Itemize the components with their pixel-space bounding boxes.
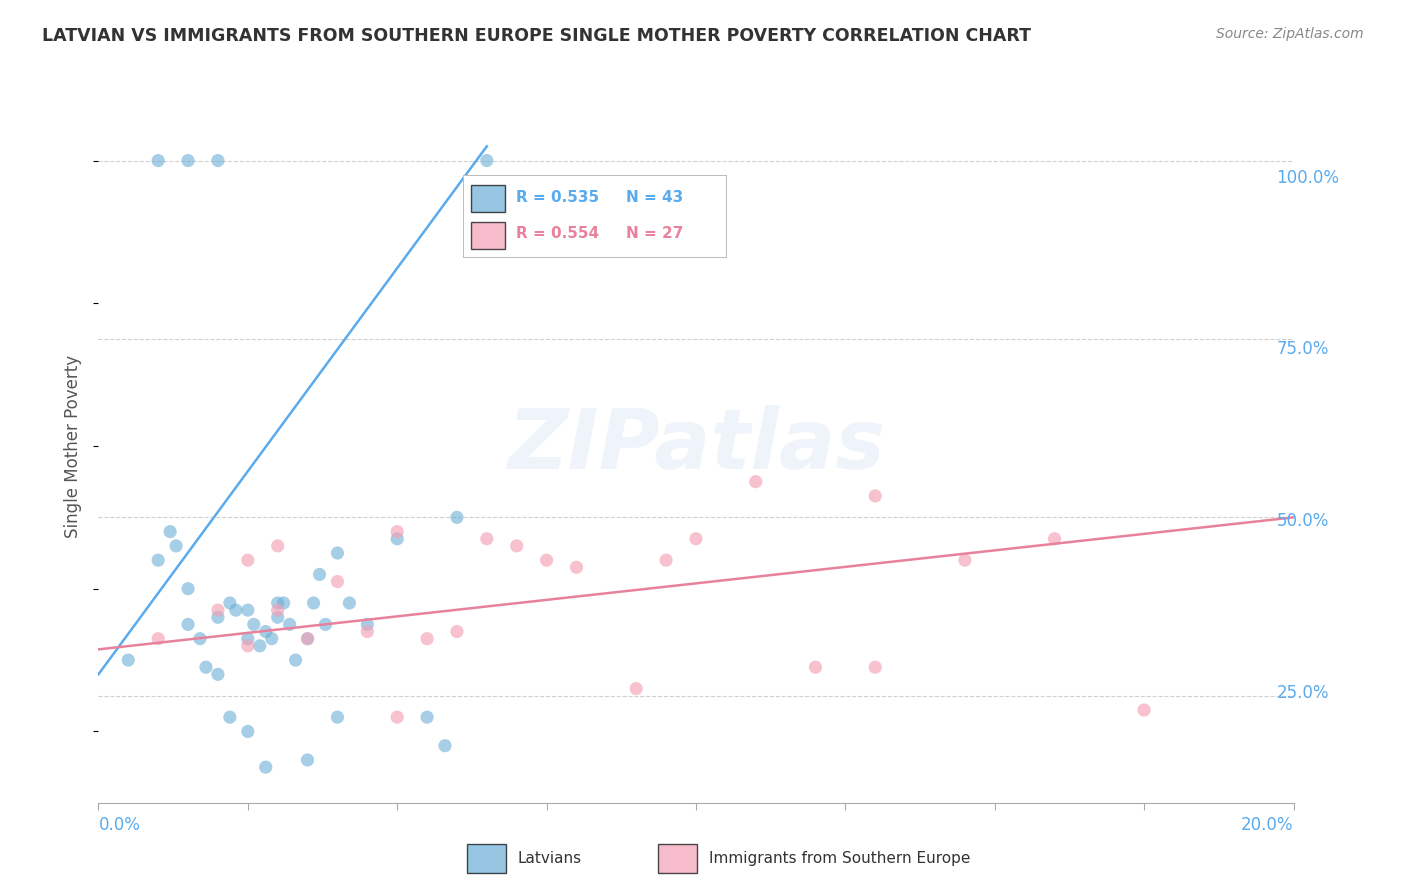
Point [274,601,297,615]
Point [710,533,733,547]
Point [219,553,242,567]
Text: Immigrants from Southern Europe: Immigrants from Southern Europe [709,851,970,866]
Point [322,629,344,643]
Point [301,718,323,732]
Point [873,491,896,506]
Point [1118,698,1140,712]
Y-axis label: Single Mother Poverty: Single Mother Poverty [65,359,83,542]
Text: 0.0%: 0.0% [98,816,141,834]
Point [361,594,384,608]
Point [955,553,977,567]
Point [682,553,704,567]
Point [394,594,416,608]
Point [284,705,307,719]
Point [519,533,541,547]
Point [301,636,323,650]
Point [519,169,541,183]
Point [437,533,460,547]
Point [1036,533,1059,547]
Point [312,636,335,650]
Point [191,649,214,664]
Point [290,601,312,615]
Point [263,657,285,671]
Point [492,622,515,636]
Point [246,581,269,595]
Point [464,705,486,719]
Point [219,169,242,183]
Point [356,629,378,643]
Point [371,615,394,630]
Point [246,615,269,630]
Point [481,731,503,746]
Point [274,663,297,677]
Point [257,629,280,643]
Text: LATVIAN VS IMMIGRANTS FROM SOUTHERN EUROPE SINGLE MOTHER POVERTY CORRELATION CHA: LATVIAN VS IMMIGRANTS FROM SOUTHERN EURO… [42,27,1031,45]
Point [600,560,623,574]
FancyBboxPatch shape [658,844,697,873]
Point [873,657,896,671]
Point [366,567,388,582]
Point [574,553,596,567]
Point [301,629,323,643]
Point [655,677,678,691]
Text: 20.0%: 20.0% [1241,816,1294,834]
Point [763,478,786,492]
Point [328,601,350,615]
Point [409,622,432,636]
Point [492,512,515,526]
Point [328,540,350,554]
Point [318,622,340,636]
Point [333,594,356,608]
Point [437,705,460,719]
Point [464,629,486,643]
Point [382,546,405,561]
Point [231,525,253,540]
Point [339,615,361,630]
Point [318,753,340,767]
Point [301,601,323,615]
Point [219,629,242,643]
Point [437,525,460,540]
Point [328,608,350,623]
Point [546,540,568,554]
Point [274,169,297,183]
Text: Latvians: Latvians [517,851,582,866]
Point [301,553,323,567]
Point [356,629,378,643]
Point [818,657,841,671]
Point [382,705,405,719]
FancyBboxPatch shape [467,844,506,873]
Point [235,540,257,554]
Point [409,615,432,630]
Point [328,594,350,608]
Text: Source: ZipAtlas.com: Source: ZipAtlas.com [1216,27,1364,41]
Point [382,574,405,588]
Point [344,649,367,664]
Point [284,594,307,608]
Text: ZIPatlas: ZIPatlas [531,410,910,491]
Point [356,746,378,760]
Point [274,608,297,623]
Point [246,169,269,183]
Point [307,615,329,630]
